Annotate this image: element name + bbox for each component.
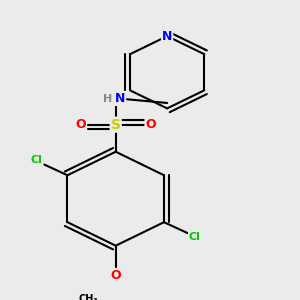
Text: H: H <box>103 94 112 103</box>
Text: O: O <box>110 269 121 282</box>
Text: S: S <box>111 118 121 132</box>
Text: O: O <box>146 118 156 131</box>
Text: N: N <box>115 92 125 105</box>
Text: CH₃: CH₃ <box>78 294 98 300</box>
Text: Cl: Cl <box>31 155 43 165</box>
Text: N: N <box>162 30 172 43</box>
Text: Cl: Cl <box>189 232 201 242</box>
Text: O: O <box>75 118 86 131</box>
